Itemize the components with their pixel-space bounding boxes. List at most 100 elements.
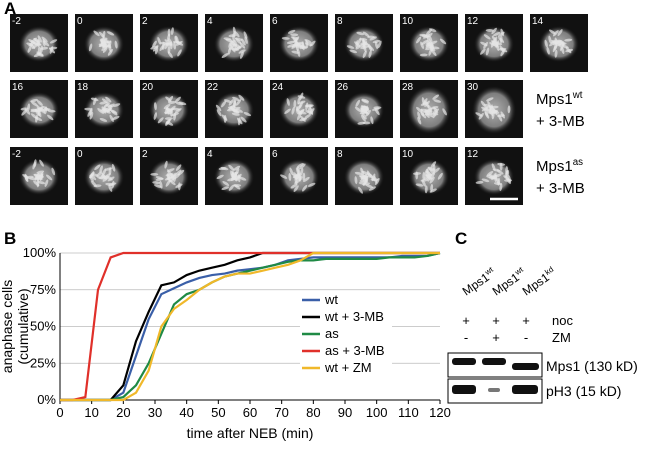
chromosome [417, 116, 422, 125]
chromosome [223, 114, 227, 123]
chromosome [47, 114, 54, 121]
chromosome [96, 176, 105, 180]
chromosome [106, 31, 115, 36]
chromosome [228, 98, 234, 106]
chromosome [483, 34, 491, 40]
chromosome [232, 108, 239, 114]
time-label: 16 [12, 82, 24, 93]
chromosome [481, 178, 490, 183]
x-tick-label: 10 [84, 405, 98, 420]
chromosome [485, 47, 490, 56]
time-label: 18 [77, 82, 89, 93]
chromosome [90, 174, 97, 181]
y-tick-label: 25% [30, 355, 56, 370]
chromosome [493, 32, 501, 37]
chromosome [290, 33, 299, 37]
condition-mark: + [462, 313, 470, 328]
chromosome [287, 29, 296, 34]
chromosome [290, 183, 298, 189]
chromosome [243, 112, 252, 117]
chromosome [112, 115, 120, 120]
chromosome [233, 46, 242, 50]
chromosome [30, 37, 37, 44]
chromosome [232, 96, 240, 102]
chromosome [298, 111, 307, 115]
chromosome [475, 112, 483, 117]
chromosome [154, 46, 159, 55]
chromosome [360, 104, 364, 113]
chromosome [84, 107, 93, 111]
chromosome [33, 180, 40, 187]
chromosome [305, 104, 314, 108]
chromosome [108, 184, 113, 192]
chromosome [419, 53, 428, 57]
chromosome [36, 100, 43, 106]
chromosome [346, 45, 355, 49]
label-sup: kd [543, 265, 555, 277]
x-tick-label: 100 [366, 405, 388, 420]
chromosome [244, 36, 248, 45]
chromosome [216, 174, 224, 180]
chromosome [483, 41, 488, 49]
chromosome [560, 46, 565, 55]
chromosome [503, 175, 510, 181]
chromosome [175, 35, 179, 44]
time-label: 8 [337, 16, 343, 27]
chromosome [354, 171, 363, 176]
band [452, 358, 476, 365]
legend-label: wt + ZM [324, 360, 372, 375]
label-name: Mps1 [536, 158, 573, 175]
condition-name: noc [552, 313, 573, 328]
chromosome [420, 108, 425, 117]
panel-label: A [4, 0, 16, 18]
chromosome [174, 96, 181, 103]
chromosome [500, 111, 506, 119]
y-tick-label: 50% [30, 319, 56, 334]
chromosome [420, 101, 429, 106]
chromosome [552, 44, 558, 53]
time-label: 2 [142, 149, 148, 160]
lane-label: Mps1wt [489, 265, 529, 299]
chromosome [304, 39, 312, 44]
chromosome [423, 173, 430, 180]
chromosome [429, 176, 435, 184]
chromosome [173, 41, 177, 50]
chromosome [221, 186, 230, 191]
chromosome [220, 100, 227, 108]
chromosome [92, 97, 97, 106]
chromosome [100, 107, 108, 112]
chromosome [554, 49, 558, 58]
chromosome [177, 182, 181, 191]
chromosome [238, 49, 246, 54]
chromosome [299, 115, 306, 122]
chromosome [557, 29, 563, 36]
chromosome [293, 185, 299, 192]
chromosome [111, 163, 116, 172]
chromosome [105, 96, 112, 103]
chromosome [355, 44, 363, 50]
time-label: 10 [402, 16, 414, 27]
chromosome [222, 180, 230, 186]
chromosome [152, 181, 161, 185]
chromosome [29, 42, 36, 50]
chromosome [228, 164, 235, 171]
time-label: 22 [207, 82, 219, 93]
chromosome [27, 45, 32, 53]
time-label: 4 [207, 16, 213, 27]
chromosome [239, 51, 244, 59]
chromosome [415, 171, 419, 180]
chromosome [428, 35, 433, 44]
x-tick-label: 80 [306, 405, 320, 420]
lane-label: Mps1as [536, 157, 583, 175]
chromosome [155, 177, 164, 181]
chromosome [499, 35, 503, 44]
chromosome [164, 160, 168, 169]
chromosome [36, 175, 44, 179]
chromosome [491, 35, 498, 43]
time-label: 30 [467, 82, 479, 93]
chromosome [235, 37, 242, 44]
chromosome [45, 174, 53, 181]
chromosome [107, 49, 113, 56]
chromosome [165, 119, 171, 126]
